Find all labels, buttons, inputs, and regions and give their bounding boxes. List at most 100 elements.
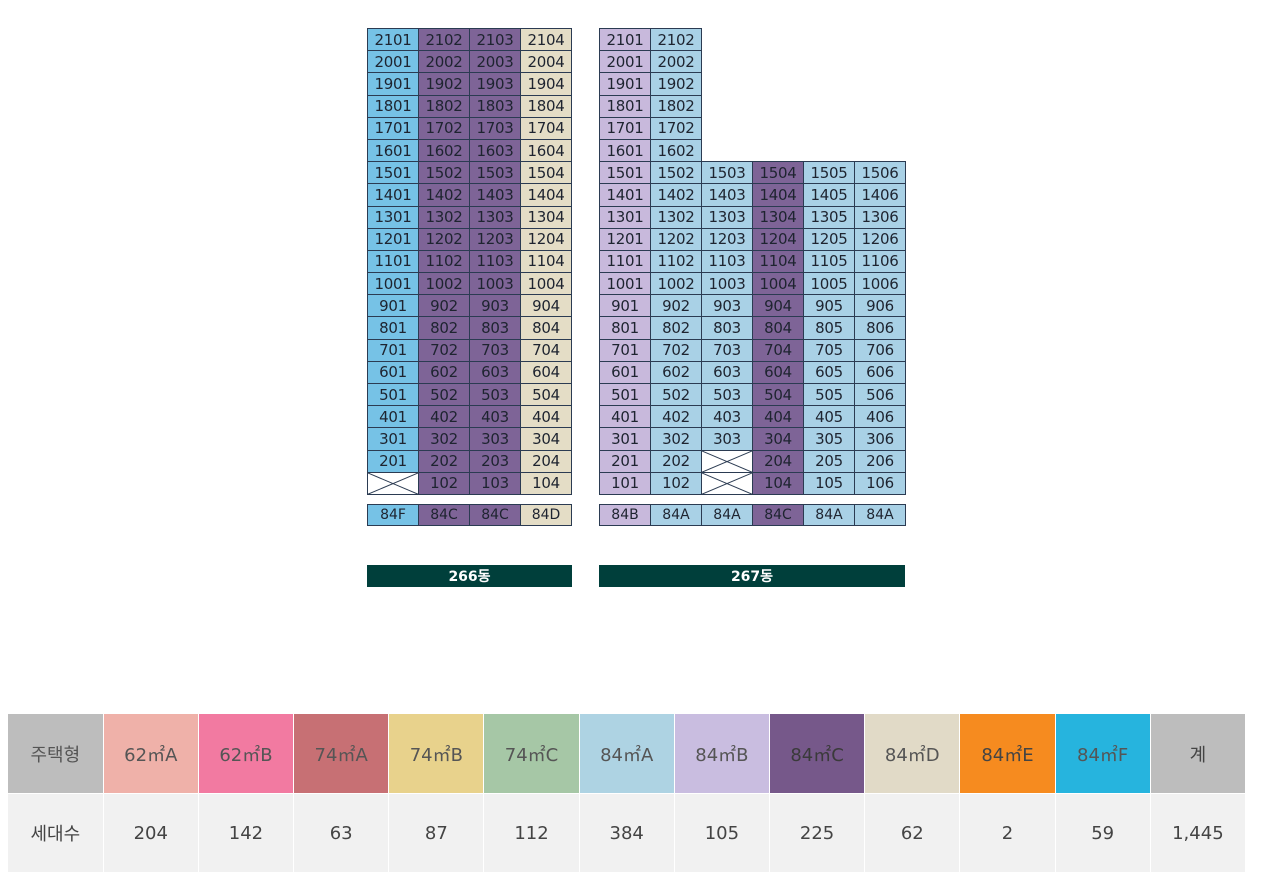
unit-cell: 1405 [803,183,855,207]
unit-cell: 704 [520,338,572,362]
empty-slot [803,139,854,161]
unit-cell: 203 [469,449,521,473]
unit-cell: 1502 [650,161,702,185]
unit-cell: 205 [803,449,855,473]
unit-type-cell: 84A [650,503,702,526]
empty-slot [803,28,854,50]
unit-cell: 1402 [418,183,470,207]
unit-cell: 1001 [599,272,651,296]
unit-cell: 2002 [418,50,470,74]
unit-cell: 1704 [520,116,572,140]
unit-cell: 502 [650,383,702,407]
unit-cell: 2002 [650,50,702,74]
unit-cell: 1101 [367,249,419,274]
unit-cell: 1002 [650,272,702,296]
unit-cell: 1404 [752,183,804,207]
unit-cell: 604 [520,360,572,384]
unit-cell: 506 [854,383,906,407]
unit-cell: 1506 [854,161,906,185]
empty-slot [701,117,752,139]
type-row-266: 84F 84C 84C 84D [367,503,572,526]
unit-cell: 301 [599,427,651,451]
unit-cell: 1403 [469,183,521,207]
unit-cell: 1104 [520,249,572,274]
building-266-diagram: 2101 2102 2103 2104 2001 2002 2003 2004 1901 1902… [367,28,572,526]
household-count-cell: 2 [959,793,1056,872]
unit-cell: 1601 [599,138,651,163]
unit-cell: 1403 [701,183,753,207]
unit-cell: 404 [752,405,804,429]
unit-cell: 1103 [701,249,753,274]
unit-cell: 106 [854,471,906,495]
unit-cell: 1902 [418,72,470,96]
unit-cell: 1802 [418,94,470,118]
unit-cell: 1201 [599,227,651,251]
unit-grid-266: 2101 2102 2103 2104 2001 2002 2003 2004 1901 1902… [367,28,572,495]
unit-cell: 1505 [803,161,855,185]
housing-type-heading: 주택형 [8,714,104,794]
total-heading-cell: 계 [1150,714,1247,794]
unit-cell: 1206 [854,227,906,251]
unit-cell: 802 [650,316,702,340]
unit-cell: 602 [418,360,470,384]
housing-type-cell: 84㎡D [864,714,961,794]
unit-type-cell: 84A [803,503,855,526]
unit-cell: 1006 [854,272,906,296]
unit-cell: 1302 [418,205,470,229]
unit-cell: 1102 [418,249,470,274]
unit-cell: 204 [520,449,572,473]
unit-cell: 401 [599,405,651,429]
unit-cell: 1406 [854,183,906,207]
unit-cell: 1004 [520,272,572,296]
housing-type-cell: 74㎡A [293,714,390,794]
unit-cell: 1102 [650,249,702,274]
unit-cell: 902 [418,294,470,318]
type-row-267: 84B 84A 84A 84C 84A 84A [599,503,906,526]
unit-cell: 1801 [599,94,651,118]
unit-cell: 1501 [367,161,419,185]
unit-cell: 304 [752,427,804,451]
unit-type-summary-table: 주택형 62㎡A 62㎡B 74㎡A 74㎡B 74㎡C 84㎡A 84㎡B 84㎡C 84㎡D… [8,714,1247,872]
unit-cell: 802 [418,316,470,340]
unit-cell: 905 [803,294,855,318]
unit-cell: 1804 [520,94,572,118]
unit-cell: 801 [367,316,419,340]
unit-cell: 1301 [599,205,651,229]
unit-cell: 1001 [367,272,419,296]
unit-cell: 604 [752,360,804,384]
empty-slot [701,72,752,94]
unit-cell: 1503 [469,161,521,185]
unit-cell: 1504 [752,161,804,185]
empty-slot [701,95,752,117]
unit-cell: 1702 [418,116,470,140]
unit-cell: 2103 [469,28,521,52]
housing-type-cell: 84㎡A [579,714,675,794]
unit-cell: 904 [520,294,572,318]
empty-slot [752,139,803,161]
unit-cell: 801 [599,316,651,340]
unit-cell: 2004 [520,50,572,74]
unit-cell: 1201 [367,227,419,251]
unit-cell: 1602 [418,138,470,163]
unit-cell: 1101 [599,249,651,274]
unit-cell: 1104 [752,249,804,274]
unit-cell: 1003 [701,272,753,296]
household-count-cell: 63 [293,793,390,872]
unit-cell: 1601 [367,138,419,163]
unit-cell: 903 [469,294,521,318]
summary-count-row: 세대수 204 142 63 87 112 384 105 225 62 2 59 1,445 [8,793,1247,872]
empty-slot [701,28,752,50]
empty-slot [854,95,905,117]
housing-type-cell: 84㎡E [959,714,1056,794]
unit-cell: 201 [367,449,419,473]
unit-cell: 901 [367,294,419,318]
unit-cell: 404 [520,405,572,429]
empty-slot [854,28,905,50]
unit-cell: 505 [803,383,855,407]
unit-cell: 706 [854,338,906,362]
unit-type-cell: 84A [701,503,753,526]
unit-cell: 1401 [367,183,419,207]
unit-cell: 1501 [599,161,651,185]
unit-cell: 1803 [469,94,521,118]
unit-cell: 1302 [650,205,702,229]
